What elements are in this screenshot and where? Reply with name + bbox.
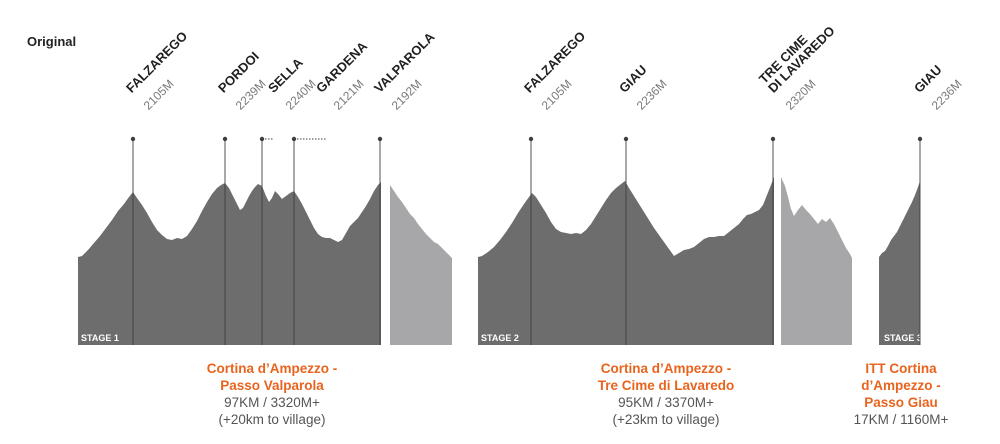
stage-1-distance: 97KM / 3320M+ bbox=[224, 395, 320, 410]
stage-3-profile bbox=[879, 181, 920, 345]
stage-3-climb-1-summit-dot bbox=[917, 136, 923, 142]
stage-2-caption: Cortina d’Ampezzo - Tre Cime di Lavaredo… bbox=[566, 360, 766, 428]
stage-1-climb-5-summit-dot bbox=[377, 136, 383, 142]
stage-1-caption: Cortina d’Ampezzo - Passo Valparola 97KM… bbox=[172, 360, 372, 428]
stage-3-tag: STAGE 3 bbox=[884, 333, 922, 343]
stage-3-caption: ITT Cortina d’Ampezzo - Passo Giau 17KM … bbox=[835, 360, 967, 428]
stage-1-tag: STAGE 1 bbox=[81, 333, 119, 343]
stage-2-route-line-2: Tre Cime di Lavaredo bbox=[597, 378, 735, 393]
stage-3-route-line-2: d’Ampezzo - bbox=[861, 378, 941, 393]
stage-1-route-line-2: Passo Valparola bbox=[220, 378, 324, 393]
stage-3-distance: 17KM / 1160M+ bbox=[853, 412, 949, 427]
stage-2-climb-2-summit-dot bbox=[623, 136, 629, 142]
stage-1-route-line-1: Cortina d’Ampezzo - bbox=[206, 361, 338, 376]
stage-2-climb-3-summit-dot bbox=[770, 136, 776, 142]
stage-1-climb-2-summit-dot bbox=[222, 136, 228, 142]
stage-1-profile bbox=[78, 182, 381, 345]
stage-3-route-line-1: ITT Cortina bbox=[865, 361, 937, 376]
stage-3-route-line-3: Passo Giau bbox=[864, 395, 938, 410]
stage-2-route-line-1: Cortina d’Ampezzo - bbox=[600, 361, 732, 376]
stage-1-note: (+20km to village) bbox=[218, 412, 326, 427]
stage-1-climb-1-summit-dot bbox=[130, 136, 136, 142]
stage-2-tag: STAGE 2 bbox=[481, 333, 519, 343]
stage-2-return-profile bbox=[781, 177, 852, 345]
page-heading: Original bbox=[27, 34, 77, 49]
stage-1-return-profile bbox=[390, 185, 452, 345]
stage-2-note: (+23km to village) bbox=[612, 412, 720, 427]
stage-2-climb-1-summit-dot bbox=[528, 136, 534, 142]
stage-2-distance: 95KM / 3370M+ bbox=[618, 395, 714, 410]
